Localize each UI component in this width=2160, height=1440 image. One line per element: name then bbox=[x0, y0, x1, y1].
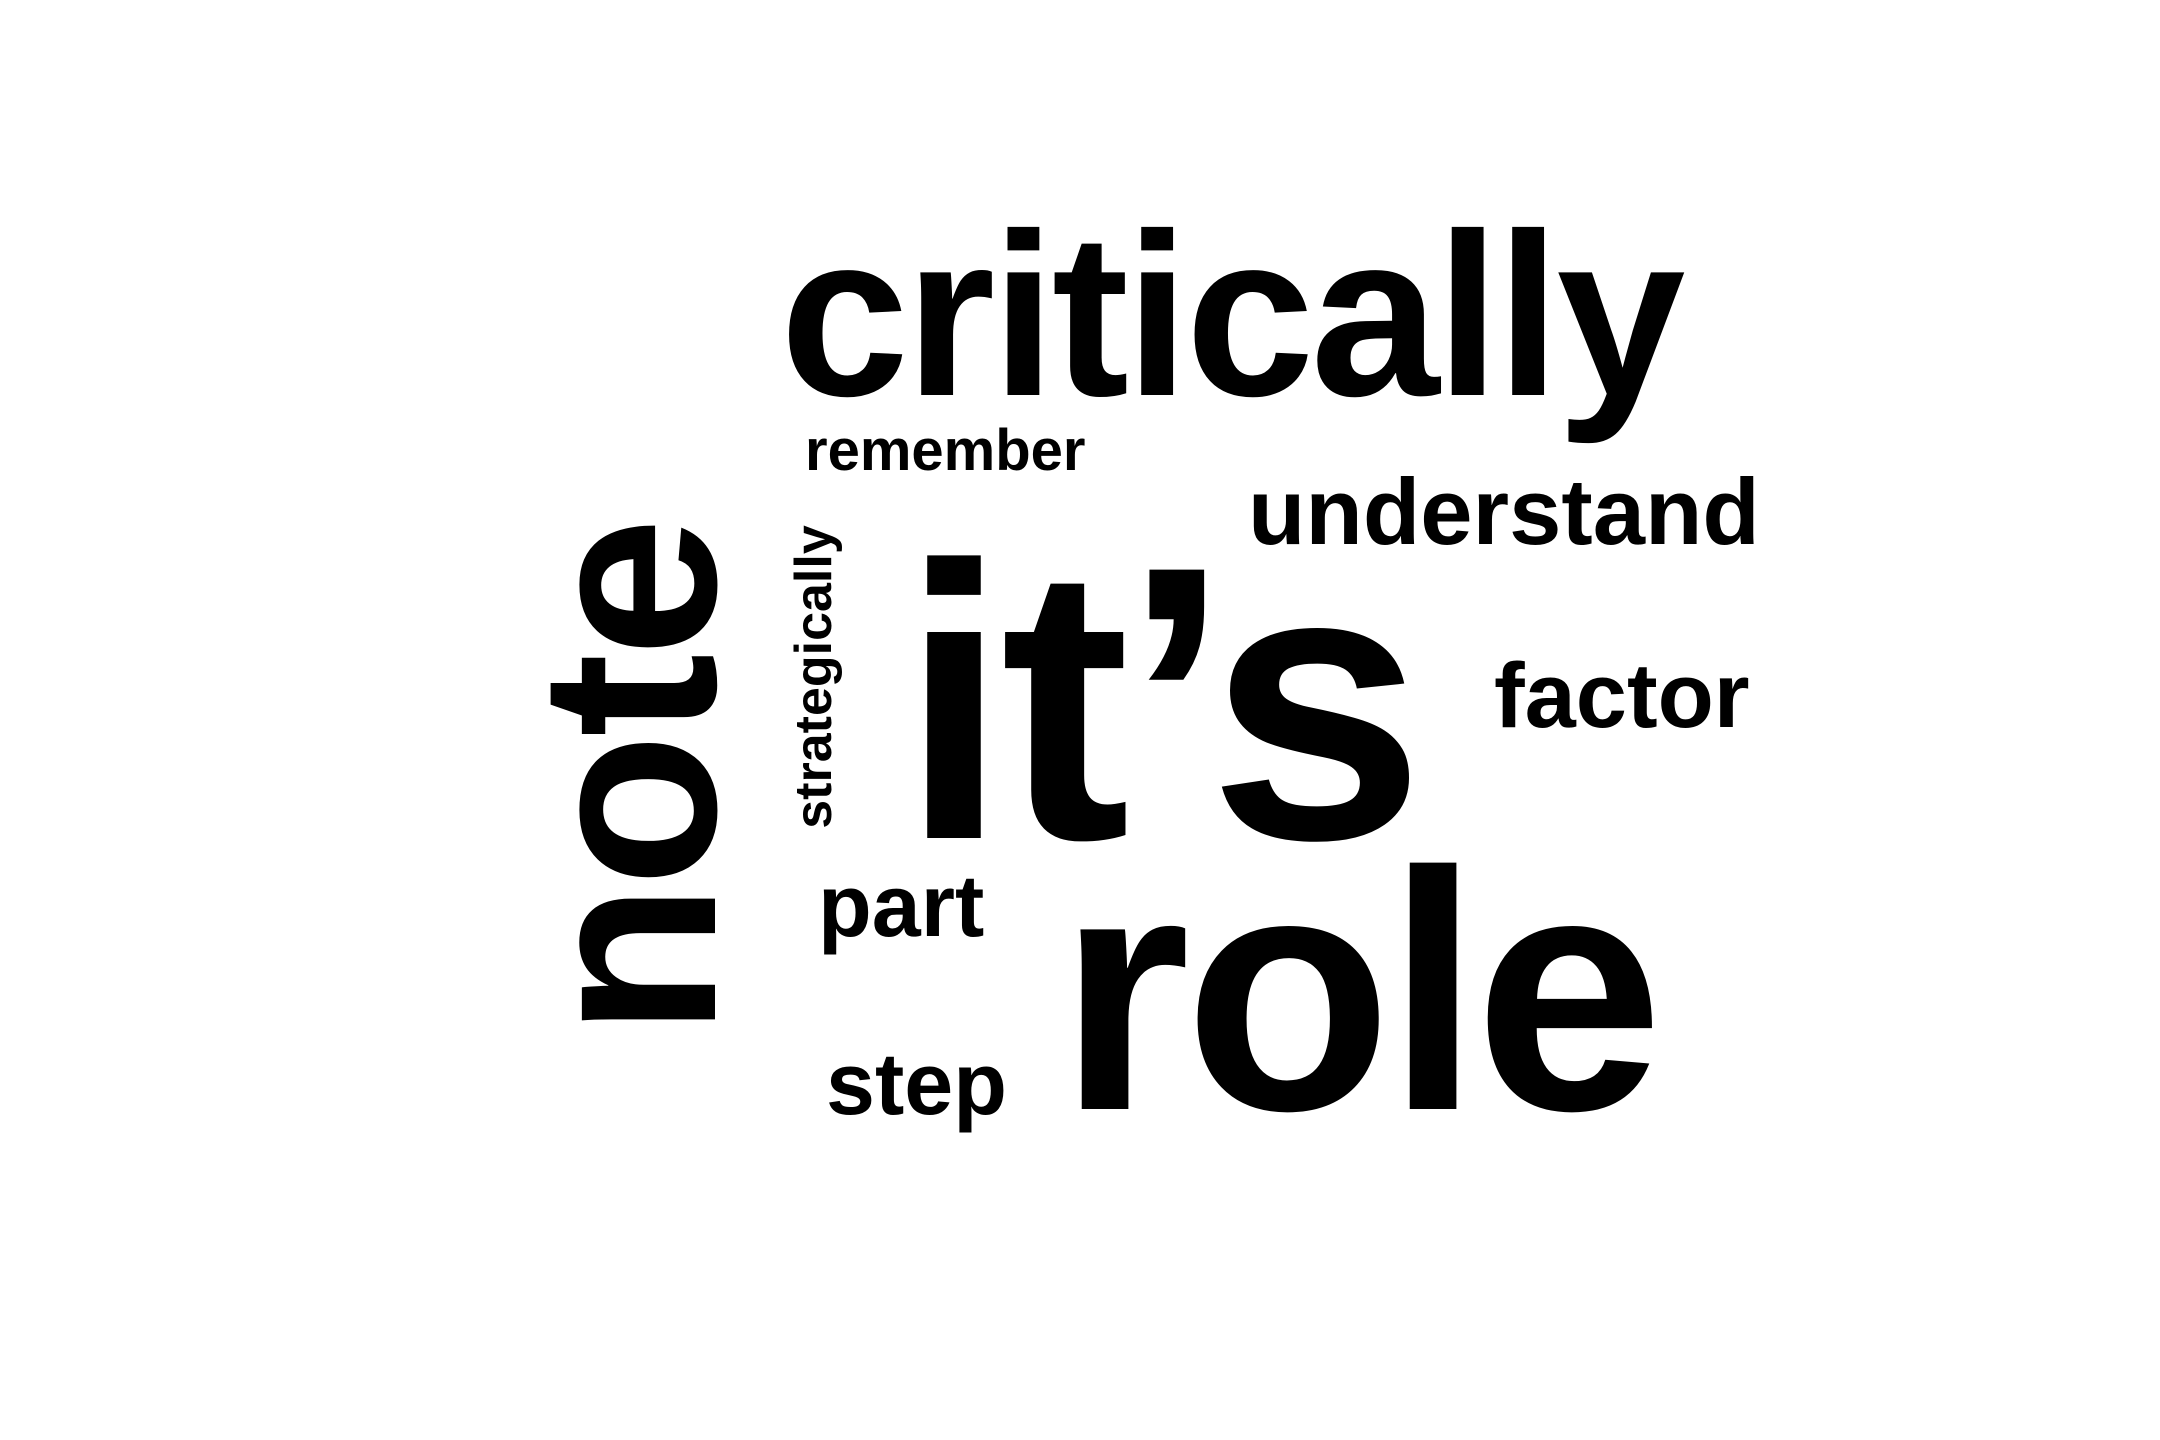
word-step: step bbox=[826, 1034, 1007, 1133]
word-note: note bbox=[488, 521, 769, 1037]
word-understand: understand bbox=[1248, 459, 1760, 564]
word-part: part bbox=[818, 856, 985, 955]
word-factor: factor bbox=[1494, 645, 1750, 747]
word-its: it’s bbox=[900, 485, 1425, 921]
word-role: role bbox=[1058, 802, 1664, 1182]
word-remember: remember bbox=[805, 418, 1086, 483]
word-strategically: strategically bbox=[785, 525, 843, 829]
word-critically: critically bbox=[780, 186, 1685, 445]
